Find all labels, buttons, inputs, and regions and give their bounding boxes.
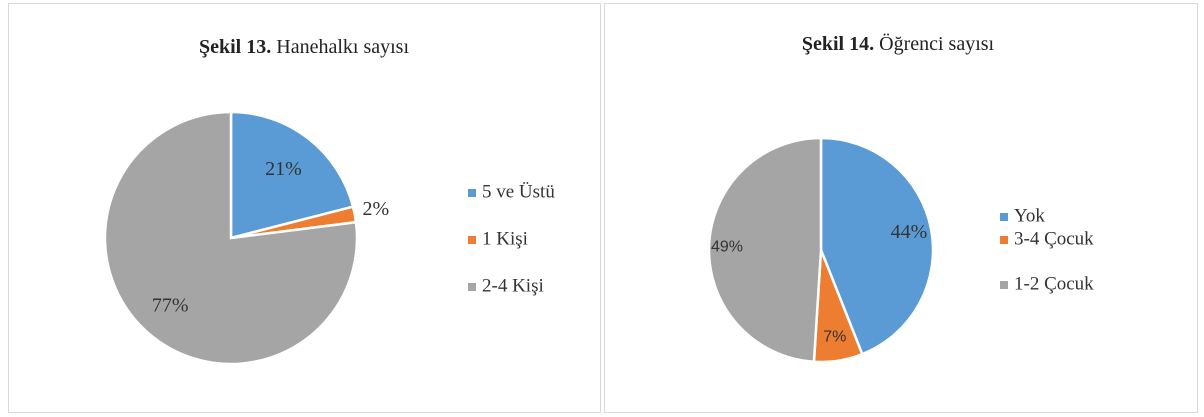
legend-swatch [468,283,476,291]
chart-title: Şekil 14. Öğrenci sayısı [802,32,995,55]
legend-swatch [468,189,476,197]
legend-label: Yok [1014,205,1045,226]
data-label: 2% [362,198,389,220]
legend-swatch [468,236,476,244]
legend-swatch [1000,236,1008,244]
legend-label: 5 ve Üstü [482,181,555,202]
pie-slice [819,136,935,356]
legend-label: 1 Kişi [482,228,528,249]
pie-slice [707,136,823,364]
legend-label: 1-2 Çocuk [1014,273,1094,294]
legend-swatch [1000,281,1008,289]
pie-slice [103,110,359,366]
figure-label: Şekil 14. [802,33,874,55]
legend-swatch [1000,213,1008,221]
data-label: 7% [823,329,846,346]
figure-label: Şekil 13. [199,36,271,58]
data-label: 44% [891,221,928,243]
chart-title: Şekil 13. Hanehalkı sayısı [199,36,409,58]
pie-slice [229,110,355,240]
data-label: 49% [711,238,743,255]
data-label: 21% [265,158,302,180]
legend-label: 2-4 Kişi [482,275,544,296]
title-text: Hanehalkı sayısı [276,36,409,58]
title-text: Öğrenci sayısı [879,32,994,55]
data-label: 77% [152,295,189,317]
legend-label: 3-4 Çocuk [1014,228,1094,249]
